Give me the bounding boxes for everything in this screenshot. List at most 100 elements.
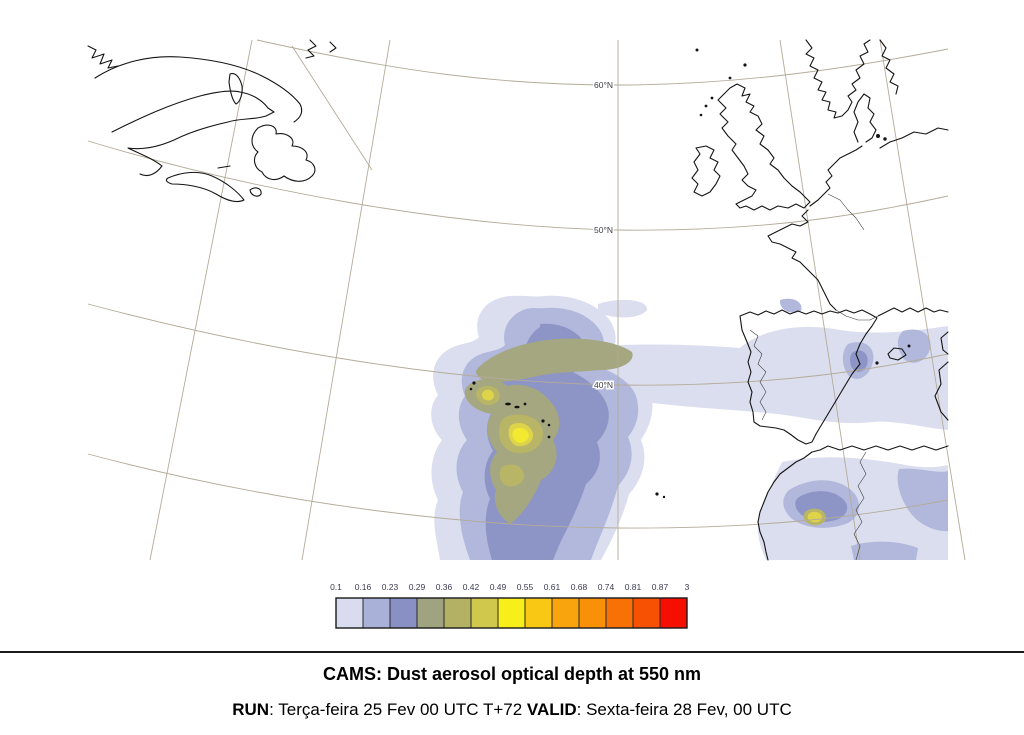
shetland-island — [728, 76, 732, 80]
latitude-label-50n: 50°N — [594, 225, 613, 235]
run-label: RUN — [232, 700, 270, 719]
meridian-east1 — [779, 39, 861, 561]
colorbar-tick-label: 0.36 — [436, 582, 453, 592]
coast-ireland — [691, 145, 721, 197]
azores-island — [469, 387, 473, 391]
colorbar-tick-label: 0.55 — [517, 582, 534, 592]
coast-baltic-south — [879, 127, 949, 149]
colorbar-frame — [335, 597, 688, 629]
colorbar-tick-label: 0.29 — [409, 582, 426, 592]
coast-denmark — [853, 93, 877, 143]
colorbar-tick-label: 0.49 — [490, 582, 507, 592]
colorbar: 0.1 0.16 0.23 0.29 0.36 0.42 0.49 0.55 0.61 0.68 0… — [330, 582, 690, 629]
colorbar-cell — [443, 597, 472, 629]
azores-island — [547, 435, 551, 439]
border-portugal-spain — [749, 329, 767, 421]
meridian-canada — [291, 45, 373, 171]
colorbar-tick-label: 0.74 — [598, 582, 615, 592]
orkney-island — [743, 63, 747, 67]
colorbar-cell — [362, 597, 391, 629]
colorbar-tick-label: 0.68 — [571, 582, 588, 592]
ibiza-island — [875, 361, 879, 365]
border-morocco-algeria — [853, 451, 867, 561]
parallel-60n — [256, 39, 949, 86]
coast-nova-scotia — [165, 171, 245, 203]
separator-line — [0, 651, 1024, 653]
dust-olive-arm — [476, 338, 633, 382]
azores-island — [514, 405, 520, 409]
colorbar-cell — [659, 597, 688, 629]
dust-morocco-s-l2 — [851, 541, 918, 560]
dust-arm-l1 — [598, 299, 648, 318]
coast-corsica — [940, 331, 949, 355]
coast-newfoundland — [251, 124, 316, 182]
meridian-west2 — [149, 39, 253, 561]
graticule — [87, 39, 966, 561]
menorca-island — [907, 344, 911, 348]
azores-island — [547, 423, 551, 427]
latitude-labels: 60°N 50°N 40°N — [593, 79, 615, 392]
azores-island — [541, 419, 545, 423]
danish-island — [883, 137, 887, 141]
coast-labrador-frag2 — [329, 41, 337, 53]
colorbar-tick-label: 0.61 — [544, 582, 561, 592]
hebrides-island — [704, 104, 708, 108]
map-canvas: 60°N 50°N 40°N — [87, 39, 966, 629]
madeira-island — [662, 495, 666, 499]
coast-great-britain — [717, 83, 811, 211]
coast-norway — [805, 39, 871, 119]
hebrides-island — [710, 96, 714, 100]
border-france-spain — [835, 309, 879, 321]
colorbar-tick-label: 0.23 — [382, 582, 399, 592]
colorbar-cell — [605, 597, 634, 629]
latitude-label-60n: 60°N — [594, 80, 613, 90]
coast-pei — [217, 165, 231, 169]
coast-anticosti — [228, 73, 243, 105]
danish-island — [876, 134, 880, 138]
colorbar-tick-label: 0.87 — [652, 582, 669, 592]
colorbar-tick-label: 0.16 — [355, 582, 372, 592]
latitude-label-40n: 40°N — [594, 380, 613, 390]
colorbar-cell — [551, 597, 580, 629]
map-title: CAMS: Dust aerosol optical depth at 550 … — [322, 664, 702, 684]
meridian-east2 — [879, 39, 966, 561]
azores-island — [523, 402, 527, 406]
coastlines — [87, 39, 949, 561]
coast-quebec-shore — [94, 56, 303, 123]
azores-island — [505, 402, 511, 406]
colorbar-tick-label: 0.81 — [625, 582, 642, 592]
coast-cape-breton — [249, 187, 262, 197]
madeira-island — [655, 492, 659, 496]
colorbar-cell — [335, 597, 364, 629]
dust-contours-core — [512, 427, 529, 443]
colorbar-cell — [578, 597, 607, 629]
coast-sardinia — [934, 361, 949, 421]
dust-nspain-l2 — [779, 298, 802, 313]
run-valid-line: RUN: Terça-feira 25 Fev 00 UTC T+72 VALI… — [0, 700, 1024, 720]
dust-yellow-n — [481, 389, 494, 401]
valid-text: : Sexta-feira 28 Fev, 00 UTC — [576, 700, 792, 719]
islands — [469, 48, 911, 499]
coast-north-africa — [757, 445, 949, 561]
colorbar-cell — [524, 597, 553, 629]
coast-france-med — [877, 307, 949, 317]
coast-iberia — [739, 309, 878, 445]
parallel-30n — [87, 453, 949, 529]
meridian-west1 — [301, 39, 391, 561]
coast-quebec-top — [87, 45, 119, 69]
coast-sweden — [879, 39, 899, 95]
run-text: : Terça-feira 25 Fev 00 UTC T+72 — [269, 700, 527, 719]
colorbar-tick-label: 3 — [685, 582, 690, 592]
colorbar-cell — [497, 597, 526, 629]
parallel-40n — [87, 303, 949, 386]
colorbar-cell — [632, 597, 661, 629]
coast-mallorca — [887, 347, 907, 361]
hebrides-island — [699, 113, 703, 117]
country-borders — [749, 193, 879, 561]
parallel-50n — [87, 140, 949, 231]
dust-yellowolive-s — [499, 464, 525, 487]
faroe-island — [695, 48, 699, 52]
azores-island — [472, 381, 476, 385]
dust-core-max — [512, 427, 529, 443]
colorbar-tick-label: 0.42 — [463, 582, 480, 592]
